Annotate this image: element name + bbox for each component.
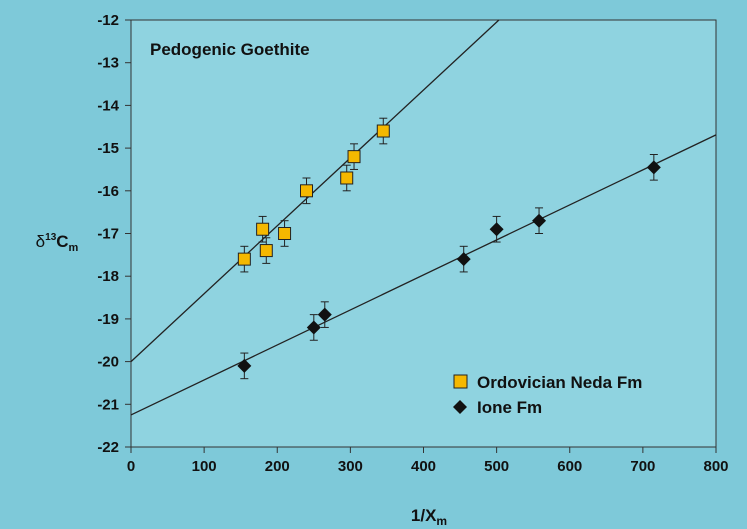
y-tick-label: -21: [97, 396, 119, 413]
data-point-diamond: [317, 307, 332, 322]
x-tick-label: 100: [192, 458, 217, 475]
x-tick-label: 200: [265, 458, 290, 475]
legend-label-ione-fm: Ione Fm: [477, 398, 542, 417]
x-tick-label: 600: [557, 458, 582, 475]
y-tick-label: -19: [97, 311, 119, 328]
x-axis-label-subscript: m: [436, 514, 447, 528]
x-tick-label: 0: [127, 458, 135, 475]
y-tick-label: -20: [97, 354, 119, 371]
data-point-square: [376, 124, 390, 138]
axis-ticks: 0 100 200 300 400 500 600 700 800 -22 -21 -20 -19 -18…: [97, 12, 728, 475]
data-point-square: [300, 184, 313, 198]
y-tick-label: -22: [97, 439, 119, 456]
data-point-diamond: [456, 252, 471, 267]
y-tick-label: -17: [97, 226, 119, 243]
chart-annotation: Pedogenic Goethite: [150, 40, 310, 59]
y-axis-label: δ13Cm: [36, 232, 79, 254]
data-point-square: [340, 171, 354, 185]
x-tick-label: 800: [703, 458, 728, 475]
legend-marker-ordovician-neda-fm: [453, 374, 468, 389]
data-point-diamond: [306, 320, 321, 335]
data-points: [237, 117, 661, 380]
legend: Ordovician Neda Fm Ione Fm: [453, 373, 642, 417]
y-tick-label: -16: [97, 183, 119, 200]
data-point-diamond: [532, 213, 547, 228]
x-tick-label: 300: [338, 458, 363, 475]
y-tick-label: -13: [97, 55, 119, 72]
data-point-square: [237, 252, 251, 266]
y-axis-label-subscript: m: [69, 242, 79, 254]
y-tick-label: -15: [97, 140, 119, 157]
data-point-diamond: [646, 160, 661, 175]
regression-lines: [130, 19, 717, 416]
x-tick-label: 500: [484, 458, 509, 475]
legend-marker-ione-fm: [453, 400, 467, 414]
fit-line-series-2: [130, 134, 717, 416]
data-point-square: [256, 222, 270, 236]
plot-area: [130, 19, 717, 448]
y-tick-label: -12: [97, 12, 119, 29]
y-tick-label: -18: [97, 268, 119, 285]
x-axis-label: 1/Xm: [411, 506, 447, 528]
y-axis-label-superscript: 13: [45, 232, 57, 243]
x-tick-label: 400: [411, 458, 436, 475]
x-tick-label: 700: [630, 458, 655, 475]
fit-line-series-1: [130, 19, 500, 363]
data-point-diamond: [489, 222, 504, 237]
legend-label-ordovician-neda-fm: Ordovician Neda Fm: [477, 373, 642, 392]
data-point-square: [347, 150, 361, 164]
data-point-square: [259, 244, 273, 258]
y-tick-label: -14: [97, 97, 119, 114]
data-point-square: [278, 227, 292, 240]
data-point-diamond: [237, 358, 252, 373]
